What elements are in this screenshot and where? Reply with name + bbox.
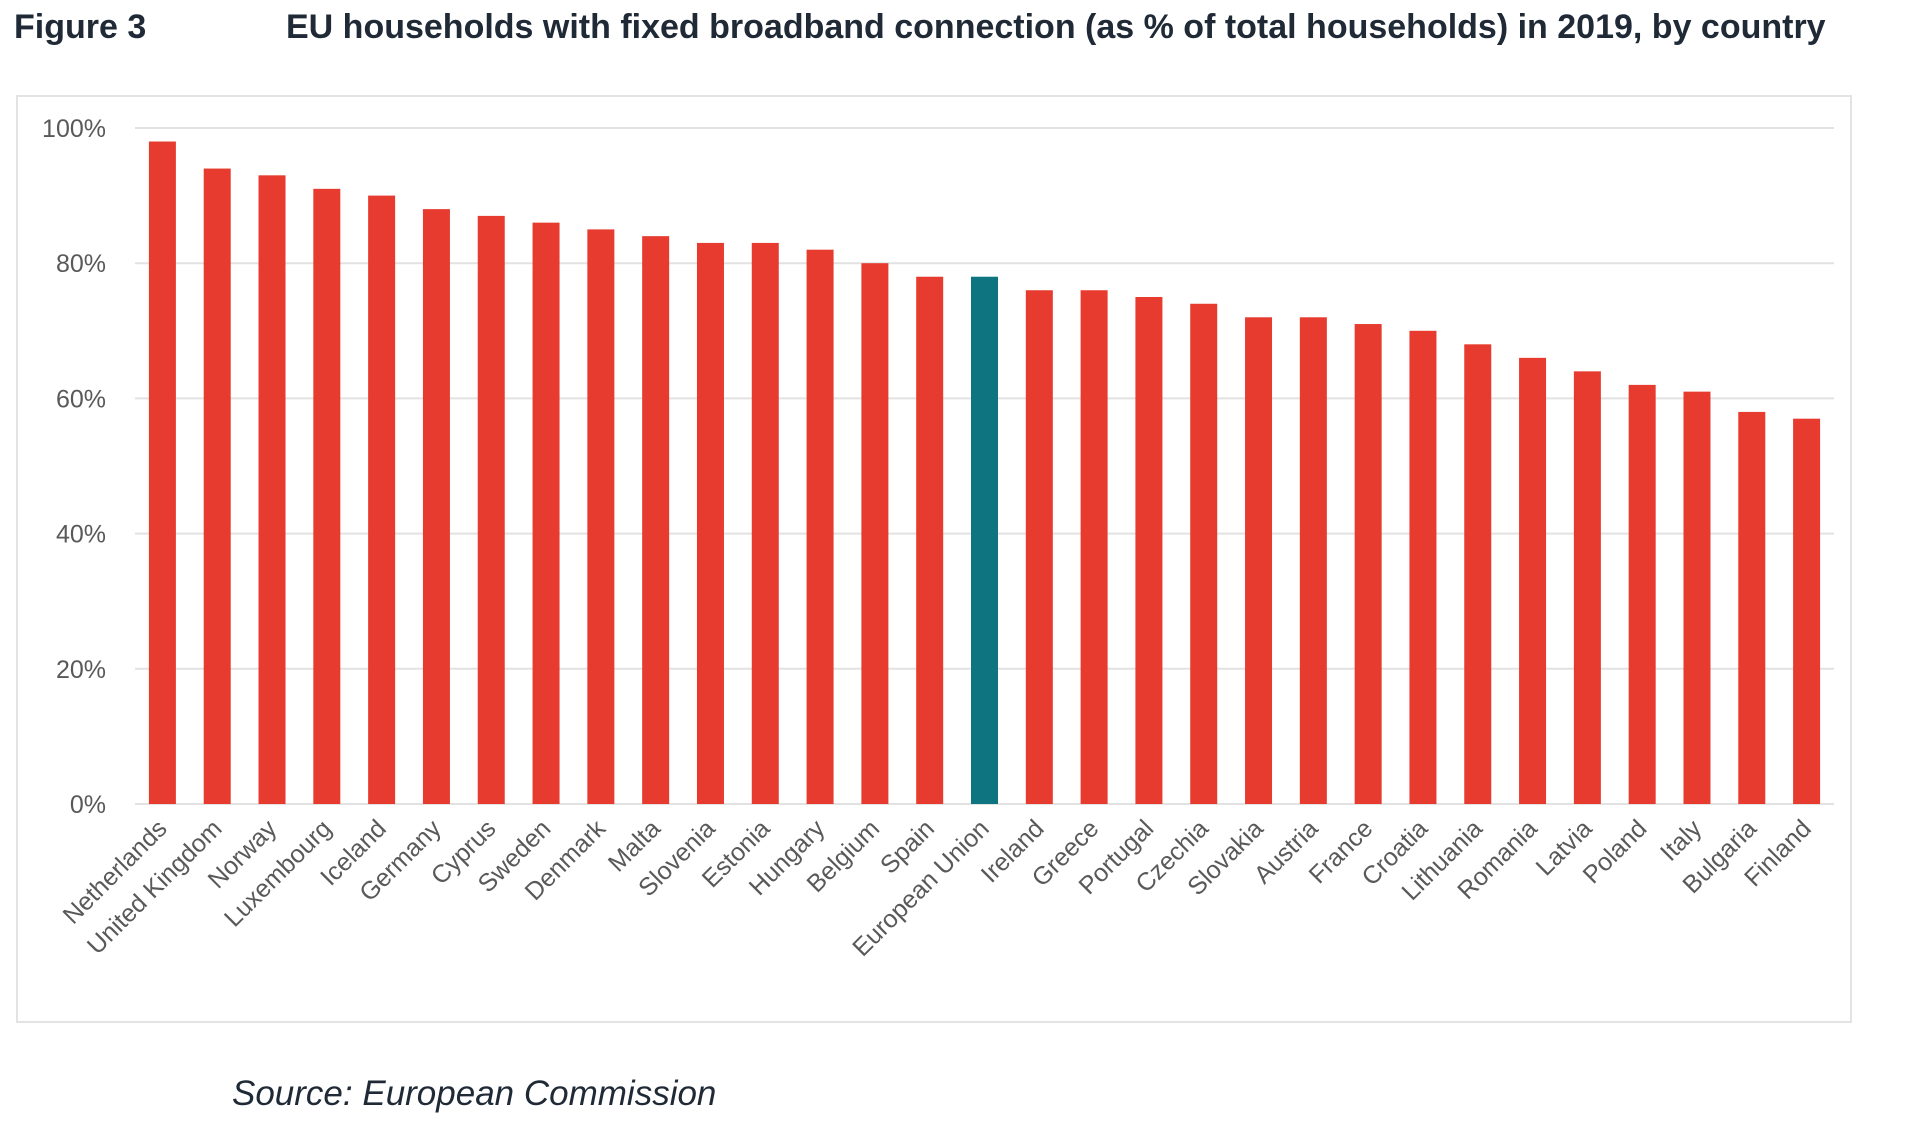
bar bbox=[1299, 317, 1327, 804]
bar bbox=[258, 175, 286, 804]
y-axis-ticks: 0% 20% 40% 60% 80% 100% bbox=[42, 115, 106, 819]
bar bbox=[971, 276, 998, 805]
bar bbox=[477, 215, 505, 804]
bar bbox=[532, 222, 560, 804]
bar bbox=[1464, 344, 1492, 804]
bar bbox=[1080, 290, 1108, 804]
figure-label: Figure 3 bbox=[14, 8, 147, 46]
y-tick-label: 80% bbox=[56, 250, 106, 278]
bar bbox=[422, 209, 450, 804]
bar bbox=[148, 141, 176, 804]
bar bbox=[313, 188, 341, 805]
bar bbox=[696, 242, 724, 805]
bar bbox=[203, 168, 231, 804]
bar bbox=[1793, 418, 1821, 804]
bar bbox=[1245, 317, 1273, 804]
bar bbox=[1519, 357, 1547, 804]
bar bbox=[1628, 384, 1656, 804]
bar bbox=[751, 242, 779, 805]
bar bbox=[1135, 297, 1163, 804]
source-note: Source: European Commission bbox=[232, 1074, 717, 1113]
bar bbox=[1354, 324, 1382, 804]
bar bbox=[1190, 303, 1218, 804]
bar bbox=[642, 236, 670, 804]
bars bbox=[148, 141, 1821, 805]
chart-title: EU households with fixed broadband conne… bbox=[286, 8, 1826, 46]
y-tick-label: 0% bbox=[70, 791, 106, 819]
bar bbox=[368, 195, 396, 805]
bar bbox=[1738, 411, 1766, 804]
bar bbox=[1409, 330, 1437, 804]
bar bbox=[1025, 290, 1053, 804]
bar bbox=[1683, 391, 1711, 804]
y-tick-label: 40% bbox=[56, 521, 106, 549]
bar bbox=[1573, 371, 1601, 804]
bar bbox=[806, 249, 834, 804]
y-tick-label: 20% bbox=[56, 656, 106, 684]
bar bbox=[861, 263, 889, 804]
y-tick-label: 60% bbox=[56, 385, 106, 413]
bar bbox=[916, 276, 944, 805]
y-tick-label: 100% bbox=[42, 115, 106, 143]
chart-area: 0% 20% 40% 60% 80% 100% Netherlands United Kin… bbox=[16, 95, 1852, 1023]
bar bbox=[587, 229, 615, 804]
